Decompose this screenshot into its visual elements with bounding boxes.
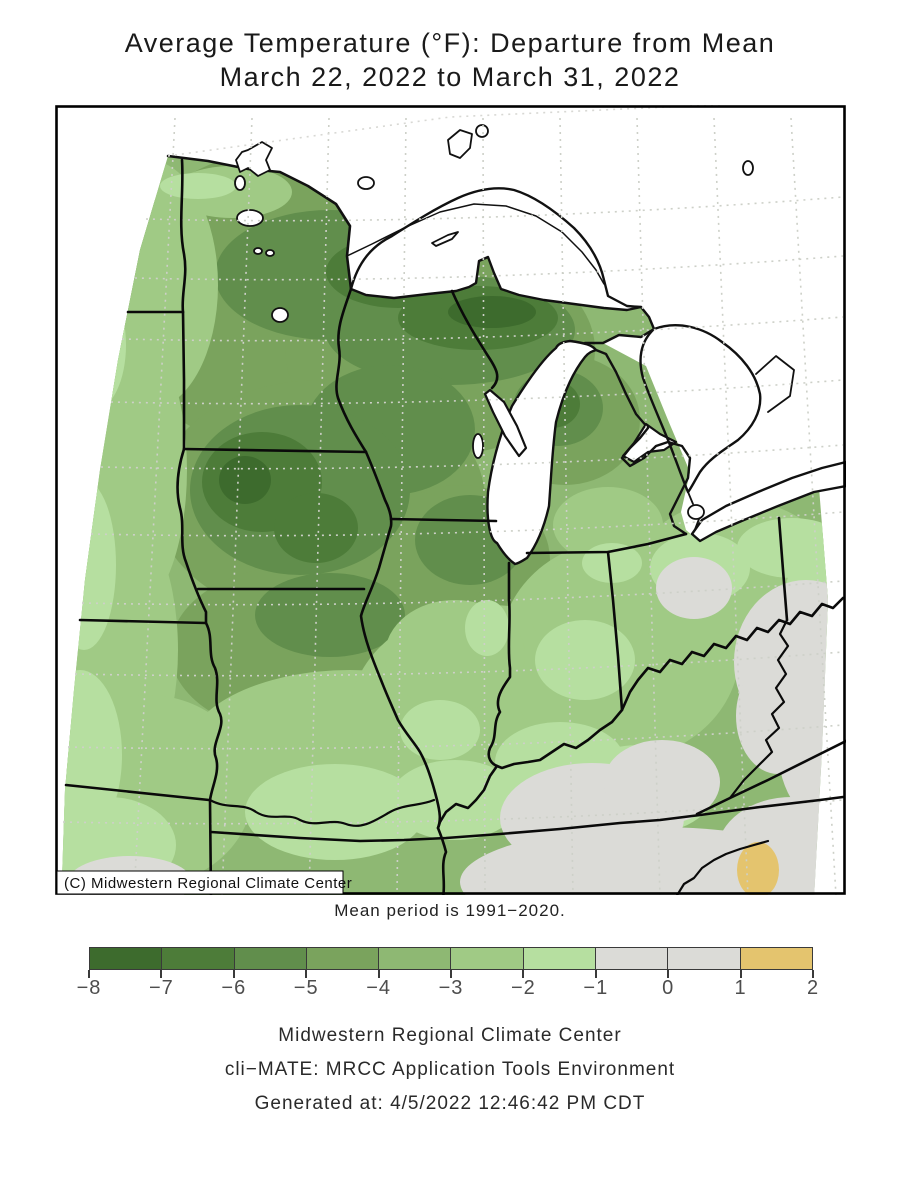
graticule	[62, 105, 844, 895]
colorbar-tick-mark	[305, 970, 308, 978]
colorbar-tick-mark	[522, 970, 525, 978]
footer-app: cli−MATE: MRCC Application Tools Environ…	[224, 1059, 676, 1080]
colorbar-tick-label: −8	[76, 977, 102, 999]
colorbar-tick-mark	[160, 970, 163, 978]
colorbar-tick-mark	[450, 970, 452, 978]
footer-org: Midwestern Regional Climate Center	[278, 1025, 622, 1046]
colorbar-tick-mark	[739, 970, 742, 978]
map-canvas: (C) Midwestern Regional Climate Center	[55, 103, 848, 900]
mean-period-note: Mean period is 1991−2020.	[334, 901, 566, 920]
state-borders	[64, 158, 848, 900]
colorbar-cell	[523, 948, 597, 969]
green-bay	[483, 388, 528, 458]
map-container: (C) Midwestern Regional Climate Center	[55, 103, 848, 900]
colorbar-tick-label: −6	[221, 977, 247, 999]
colorbar-cell	[596, 948, 669, 969]
colorbar-tick-mark	[594, 970, 597, 978]
colorbar-tick-mark	[377, 970, 380, 978]
colorbar-tick-label: −5	[293, 977, 319, 999]
colorbar-cell	[234, 948, 307, 969]
colorbar-cell	[162, 948, 235, 969]
warm-anomaly-blob	[737, 842, 779, 898]
colorbar-cell	[306, 948, 380, 969]
chart-title: Average Temperature (°F): Departure from…	[124, 28, 776, 58]
colorbar-cell	[668, 948, 741, 969]
small-lakes	[234, 124, 754, 459]
colorbar-tick-label: −2	[510, 977, 536, 999]
colorbar-tick-label: −4	[366, 977, 391, 999]
map-frame	[55, 105, 846, 895]
colorbar-cell	[451, 948, 524, 969]
colorbar-tick-mark	[667, 970, 670, 978]
colorbar-cell	[379, 948, 452, 969]
colorbar-cells	[89, 947, 813, 970]
colorbar-tick-mark	[88, 970, 90, 978]
chart-subtitle: March 22, 2022 to March 31, 2022	[219, 62, 681, 92]
colorbar-tick-label: −1	[583, 977, 609, 999]
colorbar-tick-label: 2	[806, 977, 820, 999]
colorbar-cell	[740, 948, 812, 969]
copyright-text: (C) Midwestern Regional Climate Center	[64, 875, 352, 892]
colorbar-tick-mark	[232, 970, 235, 978]
colorbar-tick-label: −3	[438, 977, 464, 999]
canada-lakes-mask	[168, 103, 846, 540]
colorbar-tick-label: −7	[148, 977, 174, 999]
colorbar-tick-mark	[812, 970, 814, 978]
colorbar-tick-label: 0	[662, 977, 675, 999]
footer-generated: Generated at: 4/5/2022 12:46:42 PM CDT	[254, 1093, 646, 1114]
colorbar-cell	[90, 948, 163, 969]
colorbar-tick-label: 1	[734, 977, 747, 999]
copyright-box: (C) Midwestern Regional Climate Center	[56, 870, 352, 895]
